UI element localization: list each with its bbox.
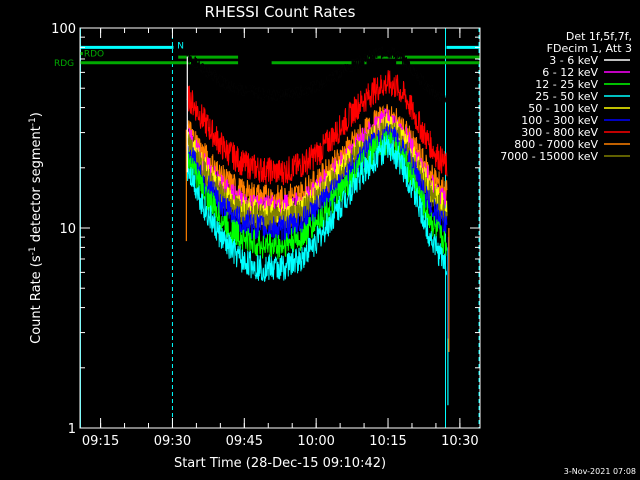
legend-label-7: 800 - 7000 keV xyxy=(514,138,598,151)
y-label-part3: ) xyxy=(29,112,44,117)
x-tick-label-2: 09:45 xyxy=(226,434,263,449)
legend: Det 1f,5f,7f, FDecim 1, Att 3 3 - 6 keV6… xyxy=(500,30,632,163)
y-tick-label-0: 100 xyxy=(51,22,76,37)
timestamp: 3-Nov-2021 07:08 xyxy=(564,467,636,476)
x-axis: 09:15 09:30 09:45 10:00 10:15 10:30 xyxy=(82,28,479,449)
y-label-sup2: -1 xyxy=(28,117,38,126)
y-label-part1: Count Rate (s xyxy=(29,255,44,344)
legend-label-1: 6 - 12 keV xyxy=(542,66,598,79)
y-label-sup1: -1 xyxy=(28,246,38,255)
x-tick-label-1: 09:30 xyxy=(154,434,191,449)
series-line-7 xyxy=(186,131,448,260)
y-axis: 100 10 1 xyxy=(51,22,480,437)
series-line-6 xyxy=(186,123,448,243)
x-tick-label-5: 10:30 xyxy=(441,434,478,449)
y-tick-label-1: 10 xyxy=(59,222,76,237)
flag-label-rdg: RDG xyxy=(54,59,74,69)
x-tick-label-0: 09:15 xyxy=(82,434,119,449)
series-line-8 xyxy=(186,135,448,283)
x-tick-label-3: 10:00 xyxy=(297,434,334,449)
legend-label-4: 50 - 100 keV xyxy=(528,102,598,115)
y-tick-label-2: 1 xyxy=(68,422,76,437)
chart-title: RHESSI Count Rates xyxy=(205,3,356,21)
legend-label-2: 12 - 25 keV xyxy=(535,78,598,91)
legend-header-2: FDecim 1, Att 3 xyxy=(547,42,632,55)
plot-area: RDO RDG N xyxy=(54,28,480,428)
legend-label-3: 25 - 50 keV xyxy=(535,90,598,103)
legend-label-6: 300 - 800 keV xyxy=(521,126,598,139)
y-label-part2: detector segment xyxy=(29,126,44,246)
x-tick-label-4: 10:15 xyxy=(369,434,406,449)
flag-label-rdo: RDO xyxy=(84,50,104,60)
flag-label-n: N xyxy=(177,41,184,51)
legend-header-1: Det 1f,5f,7f, xyxy=(566,30,632,43)
legend-label-8: 7000 - 15000 keV xyxy=(500,150,598,163)
x-axis-label: Start Time (28-Dec-15 09:10:42) xyxy=(174,456,386,471)
series-line-0 xyxy=(186,46,448,104)
series-line-1 xyxy=(186,70,448,186)
legend-label-5: 100 - 300 keV xyxy=(521,114,598,127)
y-axis-label: Count Rate (s-1 detector segment-1) xyxy=(28,112,44,344)
legend-label-0: 3 - 6 keV xyxy=(549,54,598,67)
